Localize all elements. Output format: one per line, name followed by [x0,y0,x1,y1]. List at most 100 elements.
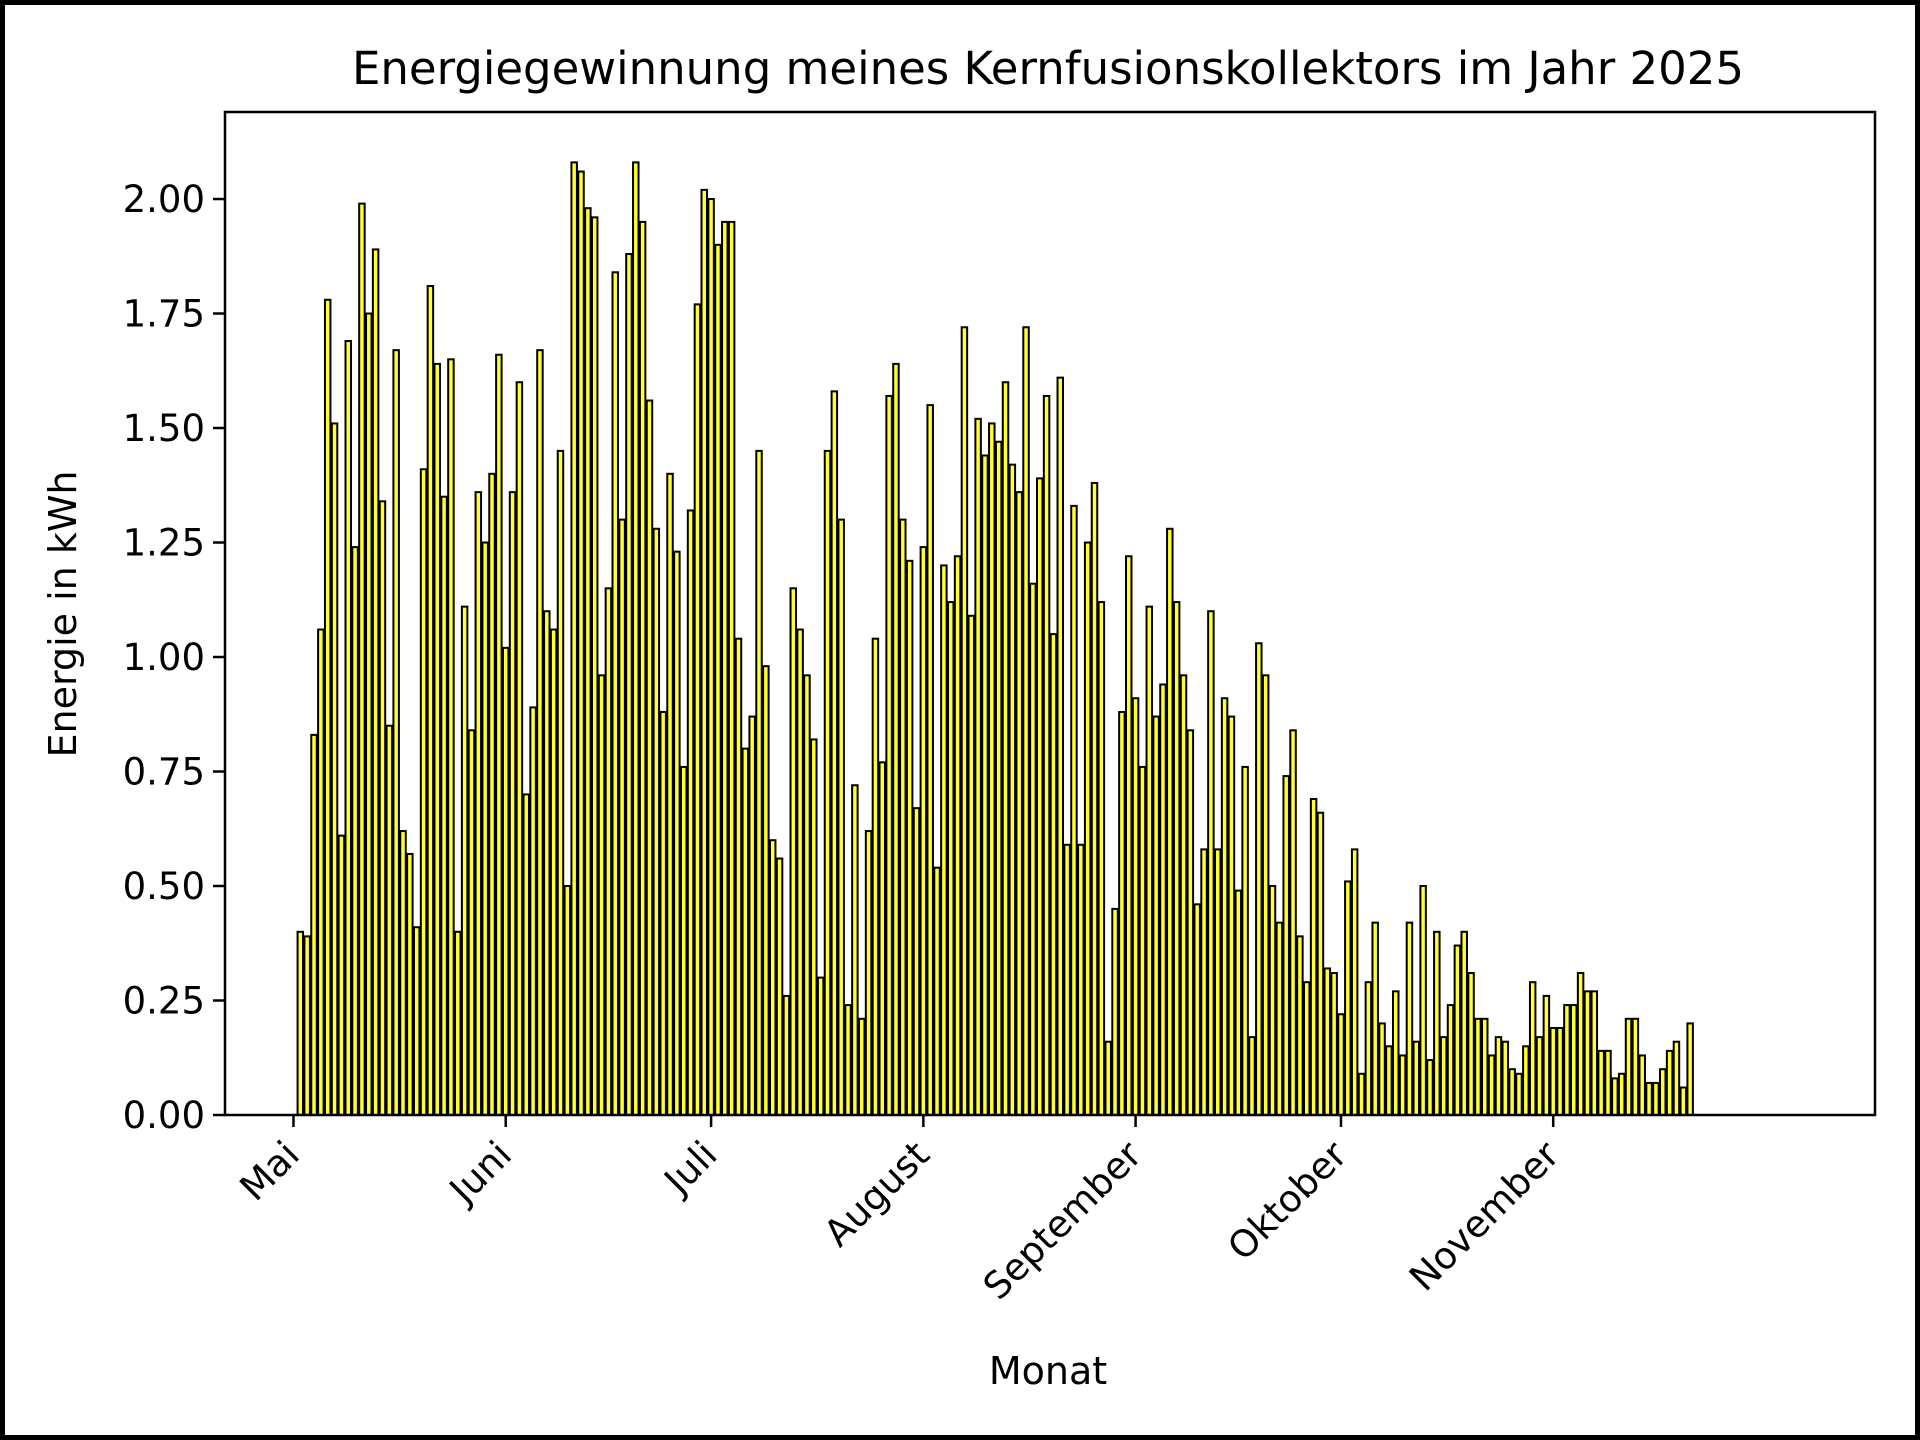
bar [946,601,955,1116]
bar [823,449,832,1117]
bar [1522,1045,1530,1117]
bar [748,715,756,1116]
bar [981,454,989,1116]
bar [1207,610,1215,1117]
bar [1645,1081,1653,1116]
bar [515,381,524,1116]
bar [1022,326,1030,1116]
bar [1364,981,1373,1116]
bar [905,559,914,1116]
bar [1200,848,1208,1116]
bar [1515,1072,1523,1117]
bar [1186,729,1195,1116]
bar [851,784,859,1116]
bar [782,994,791,1116]
bar [1357,1072,1366,1117]
bar [645,399,654,1116]
bar [953,555,962,1116]
bar [1638,1054,1646,1116]
bar [638,220,647,1117]
bar [1282,775,1290,1117]
bar [467,729,476,1116]
bar [974,417,982,1117]
bar [1508,1068,1516,1116]
bar [940,564,948,1116]
bar [1159,683,1167,1116]
bar [1481,1017,1489,1117]
bar [488,472,496,1116]
bar [1590,990,1599,1117]
bar [1686,1022,1694,1117]
bar [563,885,572,1116]
bar [926,404,934,1116]
bar [1494,1036,1503,1117]
bar [816,976,825,1116]
bar [700,188,708,1117]
bar [673,550,681,1116]
bar [810,738,818,1116]
bar [536,349,544,1117]
bar [796,628,804,1117]
bar [1056,376,1065,1116]
bar [1344,880,1352,1116]
bar [1166,527,1174,1116]
bar [570,161,578,1116]
y-tick-label: 0.75 [123,751,205,794]
bar [1118,710,1126,1116]
bar [994,440,1003,1116]
bar [392,349,400,1117]
bar [707,198,715,1116]
bar [406,852,414,1116]
bar [481,541,489,1116]
bar [1597,1049,1605,1117]
bar [1659,1068,1667,1116]
bar [399,830,407,1116]
bar [1090,481,1099,1117]
bar [604,587,613,1116]
y-tick-label: 0.25 [123,980,205,1023]
y-tick-label: 2.00 [123,178,205,221]
x-axis-label: Monat [989,1349,1107,1393]
bar [1104,1040,1112,1116]
bar [556,449,565,1117]
bar [775,857,784,1117]
bar [864,830,873,1116]
bar [1323,967,1332,1116]
bar [1631,1017,1640,1117]
bar [1214,848,1222,1116]
bar [1138,765,1147,1116]
bar [693,303,702,1116]
bar [1001,381,1010,1116]
bar [1029,582,1037,1116]
bar [495,353,503,1116]
y-tick-label: 1.00 [123,636,205,679]
x-tick-label: August [816,1133,938,1255]
bar [447,358,455,1116]
bar [577,170,585,1117]
bar [371,248,380,1116]
bar [474,491,483,1116]
bar [1035,477,1044,1116]
bar [830,390,839,1116]
bar [755,449,763,1117]
bar [1172,601,1181,1116]
bar [1179,674,1188,1117]
bar [912,807,921,1117]
bar [1583,990,1592,1117]
bar [1350,848,1359,1116]
bar [1131,697,1140,1116]
y-tick-label: 0.50 [123,865,205,908]
bar [344,340,352,1116]
bar [1255,642,1263,1117]
bar [734,637,743,1116]
bar [337,834,346,1116]
bar [1083,541,1092,1116]
y-tick-label: 1.50 [123,407,205,450]
bar [1385,1045,1393,1117]
bar [1234,889,1243,1117]
bar [1542,994,1551,1116]
bar [460,605,469,1116]
bar [1528,981,1537,1116]
bar [1378,1022,1386,1117]
bar [1474,1017,1482,1117]
